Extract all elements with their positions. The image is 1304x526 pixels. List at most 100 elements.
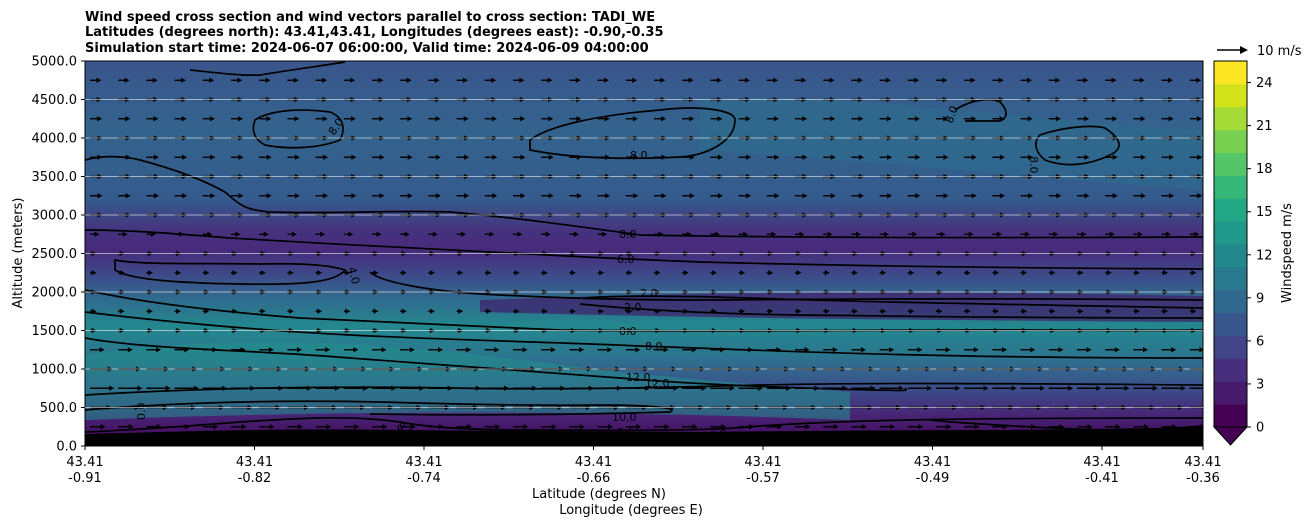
contour-line — [1035, 125, 1120, 166]
y-tick-label: 2500.0 — [32, 247, 78, 262]
colorbar-swatch — [1214, 404, 1247, 428]
x-tick-label-longitude: -0.74 — [407, 471, 441, 486]
wind-vector-head — [181, 116, 187, 122]
wind-vector-head — [153, 193, 159, 199]
wind-vector-head — [542, 270, 548, 276]
contour-label: 12.0 — [645, 377, 670, 390]
vector-key-label: 10 m/s — [1257, 44, 1302, 59]
wind-vector-head — [1112, 193, 1118, 199]
wind-vector-head — [830, 116, 836, 122]
contour-label: 8.0 — [619, 228, 637, 241]
wind-vector-head — [655, 270, 661, 276]
contour-label: 2.0 — [624, 301, 642, 314]
upper-region — [700, 97, 1203, 190]
wind-vector-head — [467, 424, 473, 430]
wind-vector-head — [94, 231, 100, 237]
wind-vector-head — [491, 77, 497, 83]
y-tick-label: 2000.0 — [32, 286, 78, 301]
wind-vector-head — [241, 424, 247, 430]
wind-vector-head — [604, 116, 610, 122]
wind-vector-head — [119, 308, 125, 314]
figure-title: Wind speed cross section and wind vector… — [85, 10, 664, 56]
wind-vector-head — [486, 308, 492, 314]
wind-vector-head — [1027, 116, 1033, 122]
wind-vector-head — [749, 424, 755, 430]
wind-vector-head — [266, 116, 272, 122]
wind-vector-head — [943, 154, 949, 160]
wind-vector-head — [209, 116, 215, 122]
wind-vector-head — [655, 308, 661, 314]
wind-vector-head — [542, 308, 548, 314]
wind-vector-head — [576, 116, 582, 122]
wind-vector-head — [1167, 77, 1173, 83]
wind-vector-head — [297, 424, 303, 430]
wind-vector-head — [603, 77, 609, 83]
wind-vector-head — [204, 270, 210, 276]
wind-vector-head — [519, 77, 525, 83]
contour-label: 8.0 — [943, 104, 961, 125]
wind-vector-head — [1011, 385, 1017, 391]
x-tick-label-latitude: 43.41 — [744, 455, 781, 470]
wind-vector-head — [914, 77, 920, 83]
wind-vector-head — [156, 424, 162, 430]
wind-vector-head — [937, 308, 943, 314]
wind-vector-head — [1056, 193, 1062, 199]
wind-vector-head — [317, 270, 323, 276]
wind-vector-head — [636, 424, 642, 430]
wind-vector-head — [1194, 231, 1200, 237]
colorbar-swatch — [1214, 266, 1247, 291]
wind-vector-head — [548, 116, 554, 122]
wind-vector-head — [1039, 385, 1045, 391]
wind-vector-head — [210, 154, 216, 160]
wind-vector-head — [971, 116, 977, 122]
y-tick-label: 1000.0 — [32, 363, 78, 378]
wind-vector-head — [943, 116, 949, 122]
wind-vector-head — [179, 231, 185, 237]
colorbar-swatch — [1214, 175, 1247, 199]
contour-line — [189, 61, 346, 77]
wind-vector-head — [404, 231, 410, 237]
wind-vector-head — [1191, 270, 1197, 276]
wind-vector-head — [150, 231, 156, 237]
wind-vector-head — [857, 77, 863, 83]
wind-vector-head — [1191, 308, 1197, 314]
y-tick-label: 4000.0 — [32, 132, 78, 147]
wind-vector-head — [1078, 308, 1084, 314]
wind-vector-head — [660, 77, 666, 83]
wind-vector-head — [492, 154, 498, 160]
wind-vector-head — [1058, 347, 1064, 353]
wind-vector-head — [1084, 193, 1090, 199]
wind-vector-head — [858, 116, 864, 122]
contour-line — [114, 258, 347, 286]
wind-vector-head — [830, 154, 836, 160]
wind-vector-head — [184, 347, 190, 353]
wind-vector-head — [701, 385, 707, 391]
wind-vector-head — [633, 193, 639, 199]
wind-vector-head — [1096, 385, 1102, 391]
x-tick-label-longitude: -0.82 — [238, 471, 272, 486]
wind-vector-head — [462, 77, 468, 83]
wind-vector-head — [294, 116, 300, 122]
x-tick-label-latitude: 43.41 — [405, 455, 442, 470]
wind-vector-head — [599, 270, 605, 276]
wind-vector-head — [204, 308, 210, 314]
y-tick-label: 3000.0 — [32, 209, 78, 224]
title-line-3: Simulation start time: 2024-06-07 06:00:… — [85, 41, 649, 56]
wind-vector-head — [714, 231, 720, 237]
wind-vector-head — [99, 347, 105, 353]
wind-vector-head — [1197, 154, 1203, 160]
wind-vector-head — [435, 193, 441, 199]
colorbar-swatch — [1214, 289, 1247, 314]
x-tick-label-longitude: -0.57 — [746, 471, 780, 486]
wind-vector-head — [748, 347, 754, 353]
wind-vector-head — [379, 193, 385, 199]
wind-vector-head — [240, 347, 246, 353]
wind-vector-head — [419, 385, 425, 391]
wind-vector-head — [927, 385, 933, 391]
wind-vector-head — [232, 270, 238, 276]
wind-vector-head — [1106, 270, 1112, 276]
contour-label: 8.0 — [645, 340, 663, 353]
colorbar-tick-label: 15 — [1256, 205, 1273, 220]
wind-vector-head — [773, 77, 779, 83]
